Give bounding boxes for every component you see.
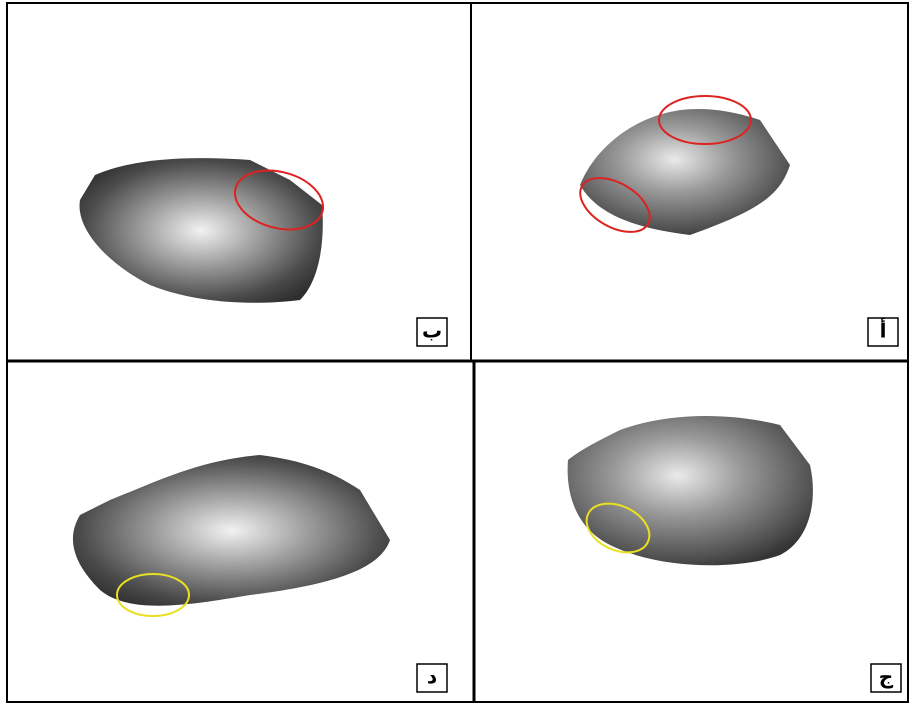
panel-label: د [427, 665, 437, 689]
panel-label: ج [879, 665, 894, 689]
otolith-image [568, 416, 813, 565]
panel-label: ب [422, 319, 442, 343]
panel: أ [571, 96, 898, 346]
panel-label: أ [880, 317, 887, 343]
otolith-image [580, 109, 790, 235]
figure: ب أ د ج [0, 0, 911, 704]
panel: د [73, 455, 447, 692]
panel: ج [568, 416, 901, 692]
panel: ب [80, 158, 447, 346]
otolith-image [73, 455, 390, 606]
